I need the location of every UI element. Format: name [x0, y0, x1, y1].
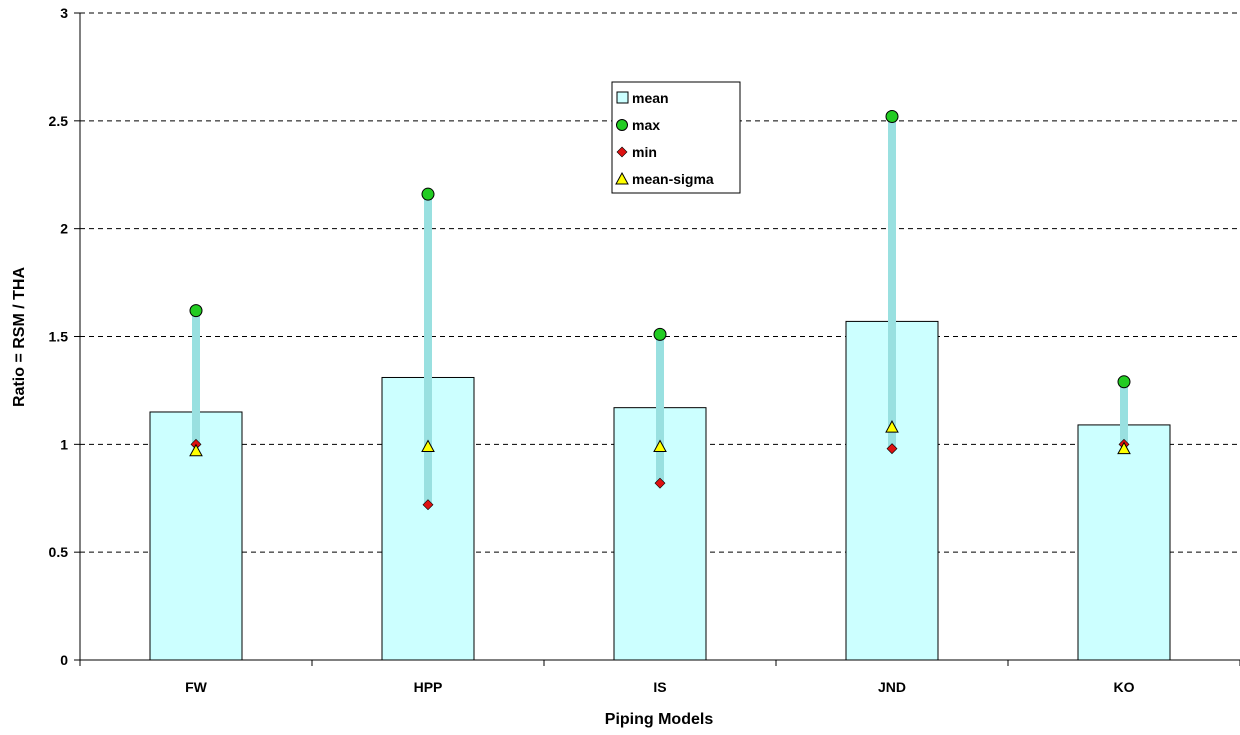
y-axis-title: Ratio = RSM / THA: [11, 267, 28, 407]
y-tick-label: 2.5: [49, 113, 69, 129]
x-tick-label-jnd: JND: [878, 679, 906, 695]
max-marker-ko: [1117, 375, 1131, 389]
legend-label-min: min: [632, 144, 657, 160]
max-marker-jnd: [885, 110, 899, 124]
max-marker-hpp: [421, 187, 435, 201]
bar-ko: [1077, 424, 1171, 661]
max-marker-is: [653, 327, 667, 341]
y-tick-label: 3: [60, 5, 68, 21]
max-marker-fw: [189, 304, 203, 318]
x-tick-label-hpp: HPP: [414, 679, 443, 695]
y-tick-labels: 0 0.5 1 1.5 2 2.5 3: [49, 5, 69, 668]
legend: mean max min mean-sigma: [611, 81, 741, 194]
legend-label-max: max: [632, 117, 660, 133]
legend-swatch-mean-sigma: [615, 171, 629, 185]
axes: [74, 12, 1240, 666]
x-tick-label-ko: KO: [1114, 679, 1135, 695]
markers: [189, 110, 1131, 511]
mean-sigma-marker-ko: [1117, 441, 1131, 455]
x-tick-label-is: IS: [653, 679, 666, 695]
mean-sigma-marker-is: [653, 439, 667, 452]
y-tick-label: 1.5: [49, 329, 69, 345]
mean-sigma-marker-hpp: [421, 439, 435, 452]
min-marker-hpp: [422, 499, 434, 511]
mean-sigma-marker-jnd: [885, 420, 899, 433]
mean-sigma-marker-fw: [189, 443, 203, 457]
legend-label-mean: mean: [632, 90, 669, 106]
x-tick-label-fw: FW: [185, 679, 208, 695]
y-tick-label: 0: [60, 652, 68, 668]
y-tick-label: 2: [60, 221, 68, 237]
legend-box: [611, 81, 741, 194]
x-axis-title: Piping Models: [605, 711, 714, 728]
legend-swatch-max: [616, 119, 628, 131]
min-marker-is: [654, 477, 666, 489]
legend-swatch-min: [616, 146, 628, 158]
legend-swatch-mean: [616, 91, 629, 104]
legend-label-mean-sigma: mean-sigma: [632, 171, 714, 187]
bars: [149, 320, 1171, 661]
min-marker-jnd: [886, 443, 898, 455]
y-tick-label: 0.5: [49, 544, 69, 560]
x-tick-labels: FW HPP IS JND KO: [185, 679, 1134, 695]
y-tick-label: 1: [60, 436, 68, 452]
